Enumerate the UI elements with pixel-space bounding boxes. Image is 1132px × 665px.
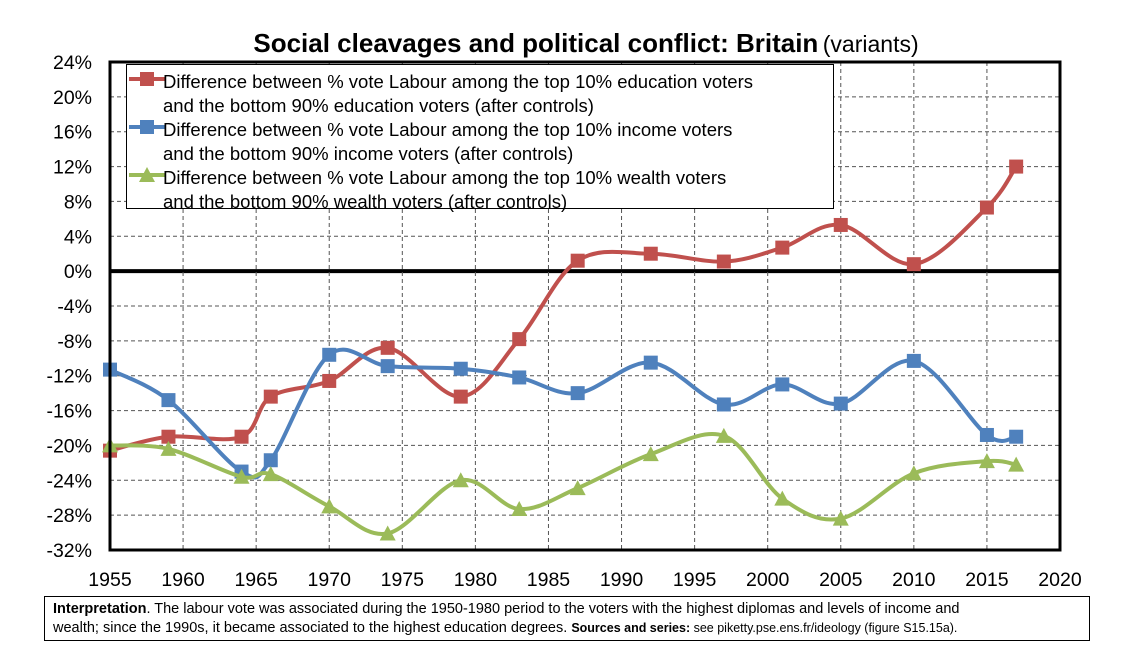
- y-tick-label: -32%: [46, 540, 92, 562]
- data-point-wealth: [160, 440, 177, 456]
- data-point-education: [453, 389, 468, 404]
- x-tick-label: 1975: [381, 569, 425, 591]
- y-tick-label: 12%: [53, 157, 92, 179]
- x-axis-ticks: 1955 1960 1965 1970 1975 1980 1985 1990 1995 2000…: [88, 569, 1082, 591]
- x-tick-label: 1955: [88, 569, 132, 591]
- data-point-education: [234, 429, 249, 444]
- series-line-wealth: [109, 432, 1017, 536]
- data-point-wealth: [569, 480, 586, 496]
- data-point-wealth: [642, 446, 659, 462]
- data-point-wealth: [832, 510, 849, 526]
- legend-item-income: Difference between % vote Labour among t…: [127, 117, 833, 165]
- y-tick-label: 4%: [64, 226, 92, 248]
- y-tick-label: -28%: [46, 505, 92, 527]
- x-tick-label: 2010: [892, 569, 936, 591]
- x-tick-label: 1970: [308, 569, 352, 591]
- data-point-wealth: [774, 490, 791, 506]
- data-point-education: [512, 332, 527, 347]
- data-point-education: [380, 340, 395, 355]
- data-point-income: [322, 347, 337, 362]
- data-point-wealth: [978, 453, 995, 469]
- data-point-wealth: [262, 466, 279, 482]
- y-tick-label: -12%: [46, 366, 92, 388]
- x-tick-label: 2015: [965, 569, 1009, 591]
- data-point-education: [322, 373, 337, 388]
- x-tick-label: 1990: [600, 569, 644, 591]
- series-line-education: [109, 165, 1018, 453]
- y-tick-label: -20%: [46, 435, 92, 457]
- data-point-education: [161, 429, 176, 444]
- data-point-income: [775, 377, 790, 392]
- series-line-income: [109, 347, 1017, 480]
- legend-label-income: Difference between % vote Labour among t…: [163, 119, 733, 164]
- y-tick-label: -4%: [57, 296, 92, 318]
- data-point-wealth: [321, 498, 338, 514]
- legend-label-wealth: Difference between % vote Labour among t…: [163, 167, 727, 212]
- data-point-income: [1009, 429, 1024, 444]
- y-tick-label: 0%: [64, 261, 92, 283]
- note-text-1: . The labour vote was associated during …: [146, 601, 960, 617]
- y-tick-label: -16%: [46, 401, 92, 423]
- legend: Difference between % vote Labour among t…: [126, 64, 834, 212]
- interpretation-note: Interpretation. The labour vote was asso…: [44, 596, 1090, 641]
- data-point-income: [161, 393, 176, 408]
- legend-swatch-income: [129, 120, 165, 134]
- data-point-wealth: [715, 427, 732, 443]
- data-point-wealth: [1008, 456, 1025, 472]
- data-point-income: [570, 386, 585, 401]
- data-point-income: [263, 453, 278, 468]
- chart-title: Social cleavages and political conflict:…: [0, 28, 1132, 59]
- data-point-income: [453, 361, 468, 376]
- x-tick-label: 1980: [454, 569, 498, 591]
- data-point-education: [906, 257, 921, 272]
- legend-swatch-education: [129, 72, 165, 86]
- data-point-education: [1009, 159, 1024, 174]
- note-text-2: wealth; since the 1990s, it became assoc…: [53, 620, 568, 636]
- x-tick-label: 1965: [234, 569, 278, 591]
- x-tick-label: 1960: [161, 569, 205, 591]
- x-tick-label: 1985: [527, 569, 571, 591]
- data-point-education: [570, 253, 585, 268]
- sources-note: Sources and series: see piketty.pse.ens.…: [571, 621, 958, 635]
- data-point-income: [512, 370, 527, 385]
- y-tick-label: 16%: [53, 122, 92, 144]
- data-point-income: [716, 397, 731, 412]
- data-point-education: [643, 246, 658, 261]
- x-tick-label: 2005: [819, 569, 863, 591]
- legend-item-wealth: Difference between % vote Labour among t…: [127, 165, 833, 213]
- series-layer: [102, 159, 1025, 541]
- legend-item-education: Difference between % vote Labour among t…: [127, 69, 833, 117]
- data-point-income: [906, 353, 921, 368]
- note-label: Interpretation: [53, 601, 147, 617]
- data-point-income: [833, 396, 848, 411]
- data-point-education: [263, 389, 278, 404]
- x-tick-label: 2000: [746, 569, 790, 591]
- data-point-wealth: [379, 525, 396, 541]
- data-point-wealth: [905, 465, 922, 481]
- data-point-education: [775, 240, 790, 255]
- data-point-education: [833, 217, 848, 232]
- x-tick-label: 2020: [1038, 569, 1082, 591]
- data-point-wealth: [233, 468, 250, 484]
- y-tick-label: 24%: [53, 52, 92, 74]
- y-tick-label: 20%: [53, 87, 92, 109]
- data-point-income: [380, 359, 395, 374]
- data-point-income: [979, 427, 994, 442]
- chart-title-sub: (variants): [822, 31, 919, 57]
- chart-title-main: Social cleavages and political conflict:…: [253, 28, 819, 58]
- x-tick-label: 1995: [673, 569, 717, 591]
- data-point-education: [979, 200, 994, 215]
- plot-border: [108, 60, 1062, 552]
- y-axis-ticks: 24% 20% 16% 12% 8% 4% 0% -4% -8% -12% -16% -20% -24%…: [46, 52, 92, 562]
- legend-label-education: Difference between % vote Labour among t…: [163, 71, 753, 116]
- data-point-wealth: [452, 472, 469, 488]
- y-tick-label: 8%: [64, 191, 92, 213]
- data-point-income: [643, 355, 658, 370]
- data-point-wealth: [511, 501, 528, 517]
- legend-swatch-wealth: [129, 167, 165, 182]
- y-tick-label: -24%: [46, 470, 92, 492]
- y-tick-label: -8%: [57, 331, 92, 353]
- data-point-education: [716, 254, 731, 269]
